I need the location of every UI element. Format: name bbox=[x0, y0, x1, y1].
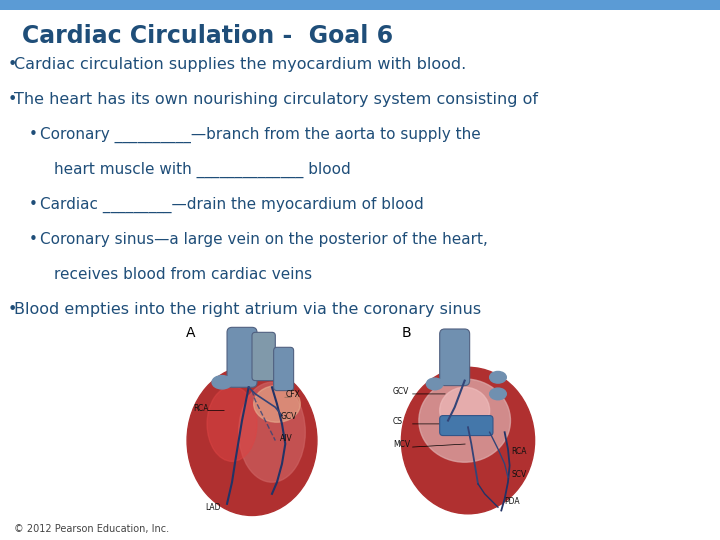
Text: The heart has its own nourishing circulatory system consisting of: The heart has its own nourishing circula… bbox=[14, 92, 539, 107]
Ellipse shape bbox=[440, 387, 490, 434]
Text: B: B bbox=[402, 326, 411, 340]
FancyBboxPatch shape bbox=[440, 416, 493, 436]
Text: SCV: SCV bbox=[511, 470, 526, 479]
Text: PDA: PDA bbox=[505, 497, 521, 506]
Text: Coronary sinus—a large vein on the posterior of the heart,: Coronary sinus—a large vein on the poste… bbox=[40, 232, 487, 247]
FancyBboxPatch shape bbox=[440, 329, 469, 386]
Text: LAD: LAD bbox=[205, 503, 221, 512]
Text: receives blood from cardiac veins: receives blood from cardiac veins bbox=[54, 267, 312, 282]
Text: © 2012 Pearson Education, Inc.: © 2012 Pearson Education, Inc. bbox=[14, 523, 169, 534]
Ellipse shape bbox=[426, 378, 443, 390]
Text: •: • bbox=[29, 127, 37, 142]
Text: •: • bbox=[7, 302, 17, 318]
Text: •: • bbox=[7, 92, 17, 107]
Text: GCV: GCV bbox=[393, 387, 410, 396]
FancyBboxPatch shape bbox=[274, 347, 294, 390]
FancyBboxPatch shape bbox=[227, 327, 257, 387]
Ellipse shape bbox=[239, 382, 305, 482]
Ellipse shape bbox=[207, 387, 257, 461]
Text: AIV: AIV bbox=[280, 434, 293, 443]
Ellipse shape bbox=[212, 376, 232, 389]
FancyBboxPatch shape bbox=[0, 0, 720, 10]
Text: MCV: MCV bbox=[393, 440, 410, 449]
Text: •: • bbox=[29, 232, 37, 247]
Text: GCV: GCV bbox=[280, 412, 297, 421]
Text: A: A bbox=[186, 326, 195, 340]
Ellipse shape bbox=[490, 372, 506, 383]
Text: Cardiac _________—drain the myocardium of blood: Cardiac _________—drain the myocardium o… bbox=[40, 197, 423, 213]
Text: heart muscle with ______________ blood: heart muscle with ______________ blood bbox=[54, 162, 351, 178]
Ellipse shape bbox=[419, 379, 510, 462]
Text: RCA: RCA bbox=[511, 447, 527, 456]
Ellipse shape bbox=[402, 367, 534, 514]
Text: Cardiac circulation supplies the myocardium with blood.: Cardiac circulation supplies the myocard… bbox=[14, 57, 467, 72]
Text: CFX: CFX bbox=[285, 390, 300, 399]
Text: CS: CS bbox=[393, 417, 403, 426]
Text: Blood empties into the right atrium via the coronary sinus: Blood empties into the right atrium via … bbox=[14, 302, 482, 318]
Text: Coronary __________—branch from the aorta to supply the: Coronary __________—branch from the aort… bbox=[40, 127, 480, 143]
Text: •: • bbox=[29, 197, 37, 212]
FancyBboxPatch shape bbox=[252, 332, 275, 381]
Text: Cardiac Circulation -  Goal 6: Cardiac Circulation - Goal 6 bbox=[22, 24, 392, 48]
Ellipse shape bbox=[187, 366, 317, 516]
Text: •: • bbox=[7, 57, 17, 72]
Ellipse shape bbox=[253, 386, 300, 422]
Text: RCA: RCA bbox=[194, 403, 210, 413]
Ellipse shape bbox=[490, 388, 506, 400]
